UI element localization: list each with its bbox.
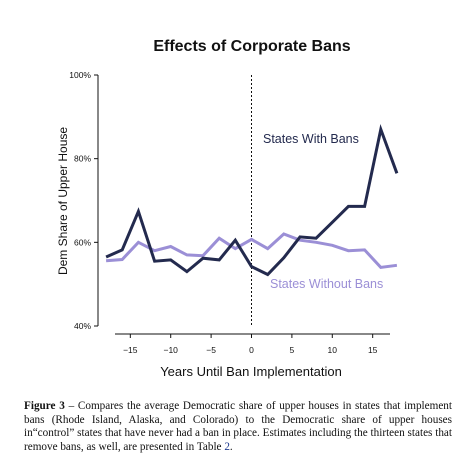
chart-title: Effects of Corporate Bans <box>153 38 350 55</box>
x-tick-label: 10 <box>328 345 338 355</box>
caption-end: . <box>229 440 233 453</box>
x-tick-label: 15 <box>368 345 378 355</box>
x-tick-label: 0 <box>249 345 254 355</box>
x-ticks: −15 −10 −5 0 5 10 15 <box>123 334 378 355</box>
series-label-without: States Without Bans <box>270 277 383 291</box>
series-label-bans: States With Bans <box>263 132 359 146</box>
x-tick-label: −5 <box>206 345 216 355</box>
figure-caption: Figure 3 – Compares the average Democrat… <box>24 400 452 454</box>
table-reference-link[interactable]: 2 <box>224 440 230 453</box>
x-tick-label: −15 <box>123 345 138 355</box>
y-ticks: 40% 60% 80% 100% <box>69 70 98 331</box>
series-line-without <box>105 232 398 269</box>
y-tick-label: 80% <box>74 154 91 164</box>
series-line-bans <box>105 123 399 277</box>
y-tick-label: 100% <box>69 70 91 80</box>
figure-label: Figure 3 <box>24 400 65 412</box>
x-tick-label: −10 <box>163 345 178 355</box>
x-tick-label: 5 <box>290 345 295 355</box>
y-tick-label: 40% <box>74 321 91 331</box>
y-axis-label: Dem Share of Upper House <box>56 127 70 275</box>
series-layer <box>105 123 399 277</box>
caption-text: – Compares the average Democratic share … <box>24 400 452 453</box>
line-chart: Effects of Corporate Bans 40%60%80%100% … <box>56 38 399 379</box>
x-axis-label: Years Until Ban Implementation <box>160 364 342 379</box>
y-tick-label: 60% <box>74 237 91 247</box>
plot-frame <box>97 75 390 335</box>
